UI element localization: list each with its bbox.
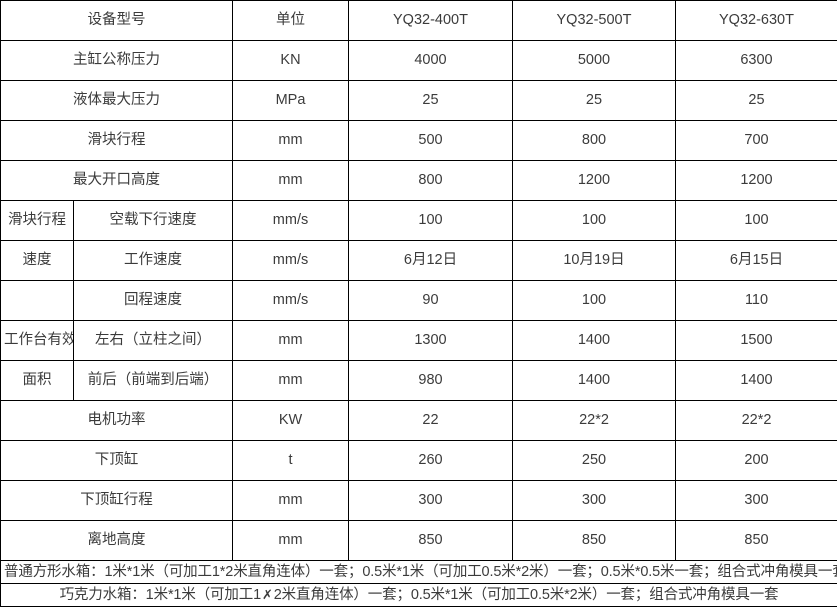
footnote-row: 普通方形水箱：1米*1米（可加工1*2米直角连体）一套；0.5米*1米（可加工0… (0, 559, 837, 585)
table-row: 最大开口高度 mm 800 1200 1200 (0, 160, 837, 201)
row-value-3: 1200 (675, 160, 837, 201)
row-value-3: 300 (675, 480, 837, 521)
header-model-2: YQ32-500T (512, 0, 676, 41)
row-value-1: 800 (348, 160, 513, 201)
row-name: 主缸公称压力 (0, 40, 233, 81)
row-value-1: 500 (348, 120, 513, 161)
row-unit: mm/s (232, 280, 349, 321)
row-value-3: 6300 (675, 40, 837, 81)
footnote-standard-tank: 普通方形水箱：1米*1米（可加工1*2米直角连体）一套；0.5米*1米（可加工0… (0, 559, 837, 585)
row-value-3: 6月15日 (675, 240, 837, 281)
row-name: 滑块行程 (0, 120, 233, 161)
row-group-label: 工作台有效 (0, 320, 74, 361)
table-row: 电机功率 KW 22 22*2 22*2 (0, 400, 837, 441)
row-value-3: 850 (675, 520, 837, 561)
table-row: 离地高度 mm 850 850 850 (0, 520, 837, 561)
row-name: 液体最大压力 (0, 80, 233, 121)
row-value-1: 90 (348, 280, 513, 321)
row-unit: t (232, 440, 349, 481)
row-value-2: 1400 (512, 360, 676, 401)
row-value-3: 700 (675, 120, 837, 161)
row-value-1: 1300 (348, 320, 513, 361)
row-unit: KN (232, 40, 349, 81)
row-value-1: 100 (348, 200, 513, 241)
header-model-3: YQ32-630T (675, 0, 837, 41)
table-row: 主缸公称压力 KN 4000 5000 6300 (0, 40, 837, 81)
row-unit: mm (232, 320, 349, 361)
row-unit: mm (232, 520, 349, 561)
header-model-1: YQ32-400T (348, 0, 513, 41)
row-unit: mm (232, 120, 349, 161)
multiply-cross-icon: ✗ (262, 587, 273, 603)
table-row: 下顶缸行程 mm 300 300 300 (0, 480, 837, 521)
row-group-label: 面积 (0, 360, 74, 401)
row-value-2: 5000 (512, 40, 676, 81)
row-value-1: 6月12日 (348, 240, 513, 281)
row-value-2: 1200 (512, 160, 676, 201)
row-unit: mm (232, 480, 349, 521)
row-value-1: 22 (348, 400, 513, 441)
row-name: 空载下行速度 (73, 200, 233, 241)
row-value-3: 22*2 (675, 400, 837, 441)
row-unit: mm (232, 360, 349, 401)
header-spec-label: 设备型号 (0, 0, 233, 41)
row-group-label: 速度 (0, 240, 74, 281)
row-value-2: 850 (512, 520, 676, 561)
table-row: 滑块行程 mm 500 800 700 (0, 120, 837, 161)
row-name: 下顶缸 (0, 440, 233, 481)
table-row: 面积 前后（前端到后端） mm 980 1400 1400 (0, 360, 837, 401)
table-header-row: 设备型号 单位 YQ32-400T YQ32-500T YQ32-630T (0, 0, 837, 41)
row-name: 下顶缸行程 (0, 480, 233, 521)
row-unit: mm/s (232, 240, 349, 281)
row-value-1: 25 (348, 80, 513, 121)
row-value-2: 25 (512, 80, 676, 121)
row-value-2: 10月19日 (512, 240, 676, 281)
row-value-3: 100 (675, 200, 837, 241)
row-value-2: 800 (512, 120, 676, 161)
header-unit-label: 单位 (232, 0, 349, 41)
row-value-3: 1500 (675, 320, 837, 361)
row-value-2: 100 (512, 280, 676, 321)
row-value-2: 100 (512, 200, 676, 241)
row-value-3: 25 (675, 80, 837, 121)
row-name: 最大开口高度 (0, 160, 233, 201)
row-value-1: 4000 (348, 40, 513, 81)
row-value-1: 300 (348, 480, 513, 521)
row-name: 回程速度 (73, 280, 233, 321)
footnote-row: 巧克力水箱：1米*1米（可加工1✗2米直角连体）一套；0.5米*1米（可加工0.… (0, 583, 837, 607)
footnote-chocolate-tank: 巧克力水箱：1米*1米（可加工1✗2米直角连体）一套；0.5米*1米（可加工0.… (0, 583, 837, 607)
row-value-3: 1400 (675, 360, 837, 401)
footnote-chocolate-prefix: 巧克力水箱：1米*1米（可加工1 (59, 587, 262, 604)
row-group-label (0, 280, 74, 321)
row-value-2: 250 (512, 440, 676, 481)
row-name: 电机功率 (0, 400, 233, 441)
table-row: 下顶缸 t 260 250 200 (0, 440, 837, 481)
row-name: 工作速度 (73, 240, 233, 281)
row-value-2: 1400 (512, 320, 676, 361)
row-unit: mm/s (232, 200, 349, 241)
row-value-1: 260 (348, 440, 513, 481)
table-row: 滑块行程 空载下行速度 mm/s 100 100 100 (0, 200, 837, 241)
row-name: 前后（前端到后端） (73, 360, 233, 401)
row-value-3: 200 (675, 440, 837, 481)
row-name: 左右（立柱之间） (73, 320, 233, 361)
row-name: 离地高度 (0, 520, 233, 561)
row-unit: MPa (232, 80, 349, 121)
row-value-3: 110 (675, 280, 837, 321)
table-row: 工作台有效 左右（立柱之间） mm 1300 1400 1500 (0, 320, 837, 361)
row-value-1: 850 (348, 520, 513, 561)
row-value-2: 300 (512, 480, 676, 521)
row-unit: KW (232, 400, 349, 441)
row-value-1: 980 (348, 360, 513, 401)
table-row: 回程速度 mm/s 90 100 110 (0, 280, 837, 321)
table-row: 液体最大压力 MPa 25 25 25 (0, 80, 837, 121)
row-value-2: 22*2 (512, 400, 676, 441)
row-unit: mm (232, 160, 349, 201)
row-group-label: 滑块行程 (0, 200, 74, 241)
table-row: 速度 工作速度 mm/s 6月12日 10月19日 6月15日 (0, 240, 837, 281)
footnote-chocolate-suffix: 2米直角连体）一套；0.5米*1米（可加工0.5米*2米）一套；组合式冲角模具一… (273, 587, 779, 604)
